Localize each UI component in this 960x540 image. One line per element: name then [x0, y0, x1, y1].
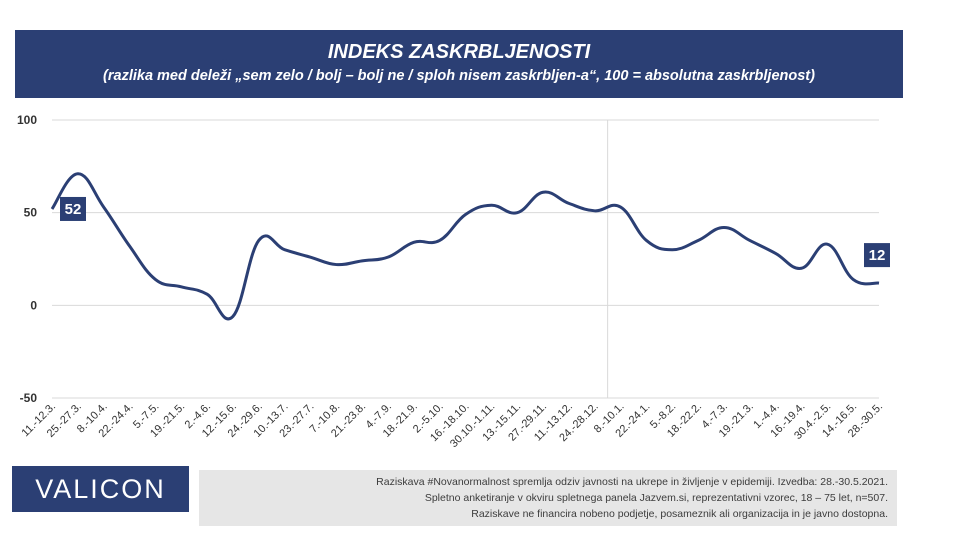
y-tick-label: 0 — [30, 298, 37, 312]
footnote-box: Raziskava #Novanormalnost spremlja odziv… — [199, 470, 897, 526]
chart-title: INDEKS ZASKRBLJENOSTI — [327, 41, 591, 63]
data-label-box — [60, 196, 86, 221]
y-tick-label: -50 — [20, 391, 38, 405]
valicon-logo: VALICON — [12, 466, 189, 512]
y-tick-label: 100 — [17, 113, 37, 127]
data-label-box — [864, 243, 890, 268]
footnote-line: Raziskave ne financira nobeno podjetje, … — [471, 508, 888, 520]
chart-header: INDEKS ZASKRBLJENOSTI (razlika med delež… — [15, 30, 903, 98]
footnote-line: Spletno anketiranje v okviru spletnega p… — [424, 492, 888, 504]
data-label: 52 — [65, 201, 82, 218]
y-tick-label: 50 — [24, 206, 38, 220]
chart-subtitle: (razlika med deleži „sem zelo / bolj – b… — [103, 68, 815, 84]
series-line — [50, 172, 880, 321]
line-chart: 100500-5011.-12.3.25.-27.3.8.-10.4.22.-2… — [17, 113, 890, 450]
data-label: 12 — [869, 247, 886, 264]
footnote-line: Raziskava #Novanormalnost spremlja odziv… — [376, 476, 888, 488]
